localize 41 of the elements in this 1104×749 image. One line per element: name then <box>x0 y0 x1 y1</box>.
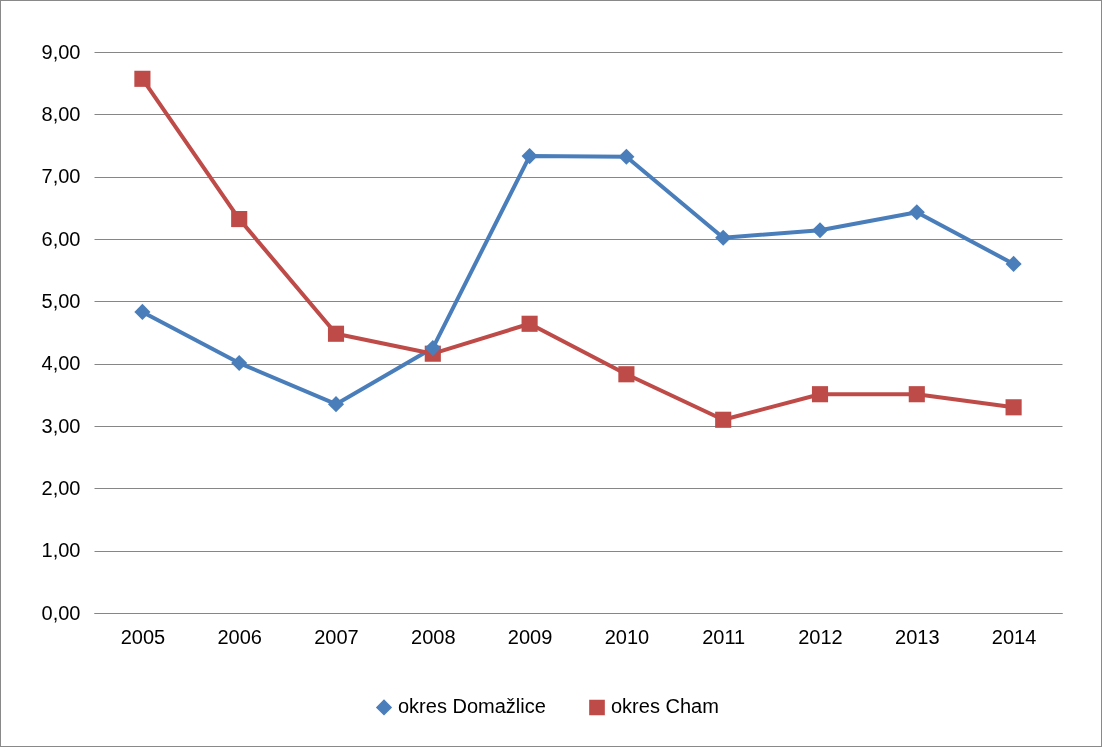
y-tick-label: 5,00 <box>41 289 81 312</box>
x-tick-label: 2006 <box>217 625 262 648</box>
x-tick-label: 2011 <box>702 625 746 648</box>
point <box>715 229 732 246</box>
point <box>715 411 732 428</box>
point <box>811 386 829 403</box>
y-tick-label: 6,00 <box>41 227 81 250</box>
x-tick-label: 2009 <box>507 625 553 648</box>
y-tick-label: 3,00 <box>41 414 81 437</box>
point <box>134 303 151 320</box>
x-tick-label: 2007 <box>314 625 359 648</box>
y-tick-label: 4,00 <box>41 352 81 375</box>
point <box>1005 399 1022 416</box>
y-tick-label: 0,00 <box>41 601 81 624</box>
point <box>521 148 538 165</box>
point <box>327 396 345 413</box>
legend-label: okres Cham <box>611 695 719 718</box>
point <box>134 70 151 87</box>
point <box>618 366 635 383</box>
y-tick-label: 2,00 <box>41 476 81 499</box>
point <box>618 148 635 165</box>
point <box>1005 255 1022 272</box>
point <box>908 204 925 221</box>
point <box>327 325 345 342</box>
x-tick-label: 2008 <box>411 625 456 648</box>
y-tick-label: 7,00 <box>41 165 81 188</box>
x-tick-label: 2010 <box>604 625 650 648</box>
legend-label: okres Domažlice <box>398 695 546 718</box>
point <box>811 222 829 239</box>
y-tick-label: 9,00 <box>41 40 81 63</box>
point <box>231 354 248 372</box>
x-tick-label: 2005 <box>120 625 166 648</box>
point <box>231 210 248 228</box>
point <box>521 315 538 332</box>
x-tick-label: 2014 <box>991 625 1037 648</box>
y-tick-label: 1,00 <box>41 539 81 562</box>
y-tick-label: 8,00 <box>41 102 81 125</box>
point <box>908 386 925 403</box>
point <box>424 340 441 357</box>
x-tick-label: 2013 <box>895 625 940 648</box>
x-tick-label: 2012 <box>798 625 843 648</box>
